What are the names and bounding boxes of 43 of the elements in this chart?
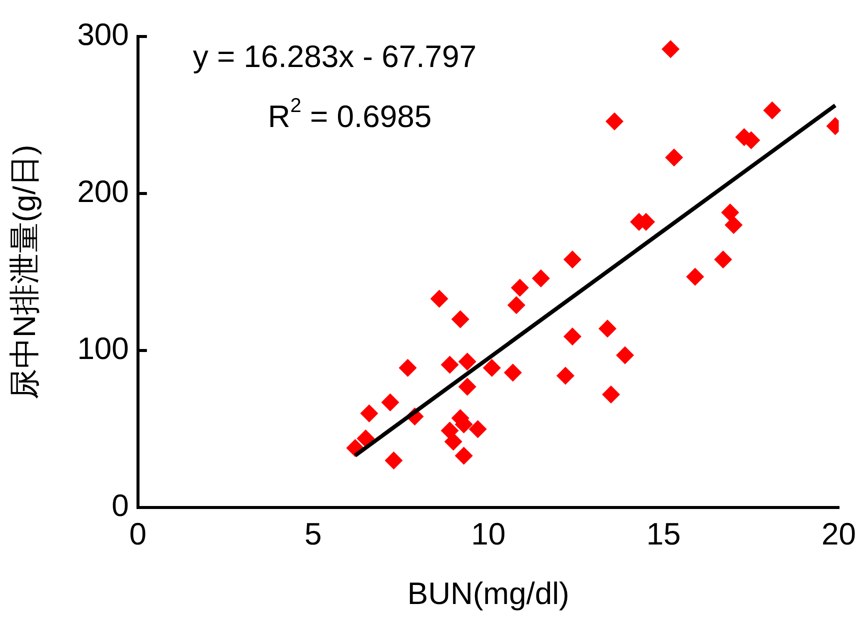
point: [605, 112, 624, 130]
y-tick-label: 200: [77, 174, 129, 210]
point: [616, 346, 634, 364]
y-tick-label: 100: [77, 331, 129, 366]
y-tick-label: 300: [77, 17, 129, 52]
point: [507, 296, 526, 314]
annotation: y = 16.283x - 67.797: [192, 39, 476, 74]
point: [451, 310, 470, 328]
point: [440, 356, 459, 374]
point: [458, 378, 476, 396]
point: [721, 203, 740, 222]
point: [360, 404, 378, 422]
point: [724, 216, 743, 234]
point: [454, 446, 473, 465]
point: [563, 327, 582, 346]
point: [356, 430, 375, 448]
point: [665, 148, 684, 166]
point: [563, 250, 582, 269]
point: [444, 432, 462, 451]
point: [458, 352, 476, 371]
y-axis-title: 尿中N排泄量(g/日): [7, 144, 42, 400]
point: [384, 452, 403, 470]
x-tick-label: 15: [646, 516, 681, 552]
point: [430, 290, 448, 308]
x-axis-title: BUN(mg/dl): [407, 576, 570, 611]
point: [598, 320, 616, 338]
point: [482, 358, 501, 377]
point: [686, 268, 704, 286]
x-tick-label: 20: [822, 516, 856, 552]
point: [662, 40, 680, 58]
point: [763, 101, 782, 120]
point: [714, 250, 732, 269]
point: [468, 420, 487, 438]
point: [556, 366, 574, 385]
point: [381, 393, 400, 412]
x-tick-label: 5: [304, 516, 322, 552]
point: [532, 269, 550, 288]
y-tick-label: 0: [112, 488, 129, 524]
point: [398, 358, 417, 377]
point: [602, 386, 620, 404]
x-tick-label: 10: [471, 516, 506, 552]
point: [504, 364, 522, 382]
point: [510, 278, 529, 297]
